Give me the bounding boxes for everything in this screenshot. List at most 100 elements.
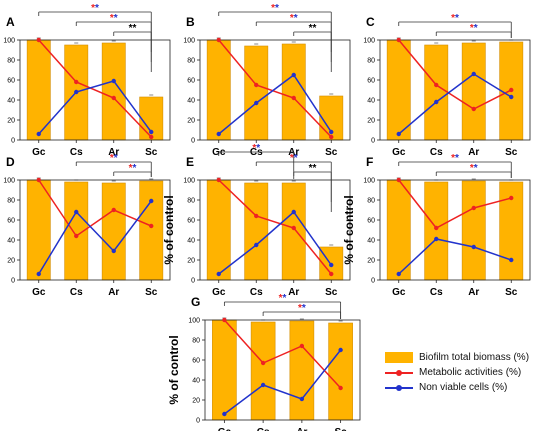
panel-letter: E — [186, 155, 194, 169]
x-tick-label: Cs — [70, 147, 83, 158]
y-tick-label: 40 — [367, 98, 375, 105]
bar-ar — [101, 182, 126, 281]
y-tick-label: 20 — [7, 258, 15, 265]
bar-ar — [281, 182, 306, 281]
y-tick-label: 100 — [363, 38, 375, 45]
line-metabolic — [218, 39, 332, 138]
bar-sc — [328, 322, 353, 421]
point-metabolic — [329, 271, 334, 277]
y-tick-label: 100 — [3, 178, 15, 185]
point-nonviable — [111, 248, 116, 254]
y-tick-label: 20 — [187, 118, 195, 125]
x-tick-label: Ar — [108, 287, 119, 298]
x-tick-label: Gc — [32, 147, 46, 158]
panel-letter: G — [191, 295, 200, 309]
legend-swatch-metabolic — [385, 367, 413, 378]
y-tick-label: 0 — [196, 418, 200, 425]
significance-label: ** — [451, 13, 459, 24]
y-tick-label: 80 — [187, 58, 195, 65]
bar-ar — [461, 180, 486, 281]
x-tick-label: Ar — [468, 147, 479, 158]
y-tick-label: 60 — [367, 218, 375, 225]
bar-gc — [212, 319, 237, 421]
y-tick-label: 60 — [367, 78, 375, 85]
point-nonviable — [254, 100, 259, 106]
significance-label: ** — [470, 23, 478, 34]
point-nonviable — [329, 262, 334, 268]
plot-frame — [199, 179, 351, 281]
line-nonviable — [38, 80, 152, 135]
x-tick-label: Sc — [505, 147, 518, 158]
point-nonviable — [254, 242, 259, 248]
bar-cs — [244, 182, 269, 281]
point-metabolic — [291, 225, 296, 231]
y-tick-label: 60 — [7, 78, 15, 85]
point-metabolic — [149, 134, 154, 140]
significance-label: ** — [290, 13, 298, 24]
point-metabolic — [471, 205, 476, 211]
bar-sc — [139, 180, 164, 281]
y-tick-label: 60 — [7, 218, 15, 225]
x-tick-label: Cs — [70, 287, 83, 298]
point-nonviable — [396, 271, 401, 277]
significance-label: ** — [129, 163, 137, 174]
bar-gc — [206, 179, 231, 281]
x-tick-label: Ar — [296, 427, 307, 431]
y-tick-label: 60 — [187, 78, 195, 85]
point-metabolic — [509, 195, 514, 201]
point-metabolic — [111, 95, 116, 101]
line-nonviable — [218, 210, 332, 275]
point-nonviable — [36, 271, 41, 277]
panel-letter: C — [366, 15, 375, 29]
point-metabolic — [329, 134, 334, 140]
bar-gc — [26, 179, 51, 281]
point-nonviable — [471, 71, 476, 77]
point-nonviable — [36, 131, 41, 137]
panel-letter: B — [186, 15, 195, 29]
x-tick-label: Cs — [430, 287, 443, 298]
point-metabolic — [36, 177, 41, 183]
panel-letter: A — [6, 15, 15, 29]
line-metabolic — [38, 179, 152, 238]
y-tick-label: 80 — [187, 198, 195, 205]
point-nonviable — [149, 198, 154, 204]
x-tick-label: Ar — [468, 287, 479, 298]
y-tick-label: 100 — [183, 38, 195, 45]
point-metabolic — [299, 343, 305, 349]
significance-label: ** — [91, 3, 99, 14]
y-tick-label: 100 — [188, 318, 200, 325]
bar-ar — [289, 320, 315, 421]
y-tick-label: 40 — [7, 238, 15, 245]
line-metabolic — [38, 39, 152, 138]
point-nonviable — [396, 131, 401, 137]
line-nonviable — [398, 238, 512, 275]
plot-frame — [199, 39, 351, 141]
line-nonviable — [38, 200, 152, 275]
y-axis-label: % of control — [167, 335, 181, 404]
line-metabolic — [398, 39, 512, 110]
x-tick-label: Sc — [325, 287, 338, 298]
point-nonviable — [74, 89, 79, 95]
panel-letter: D — [6, 155, 15, 169]
x-tick-label: Gc — [32, 287, 46, 298]
x-tick-label: Sc — [335, 427, 348, 431]
point-metabolic — [509, 87, 514, 93]
y-tick-label: 80 — [192, 338, 200, 345]
y-axis-label: % of control — [342, 195, 356, 264]
x-tick-label: Ar — [108, 147, 119, 158]
point-metabolic — [396, 177, 401, 183]
y-tick-label: 0 — [191, 138, 195, 145]
legend-swatch-biomass — [385, 352, 413, 363]
significance-label: ** — [470, 163, 478, 174]
y-tick-label: 0 — [371, 278, 375, 285]
legend-swatch-nonviable — [385, 382, 413, 393]
point-metabolic — [36, 37, 41, 43]
point-metabolic — [216, 177, 221, 183]
y-tick-label: 100 — [363, 178, 375, 185]
bar-cs — [250, 321, 276, 421]
legend-label-biomass: Biofilm total biomass (%) — [419, 352, 530, 363]
x-tick-label: Cs — [430, 147, 443, 158]
bar-ar — [281, 43, 306, 141]
